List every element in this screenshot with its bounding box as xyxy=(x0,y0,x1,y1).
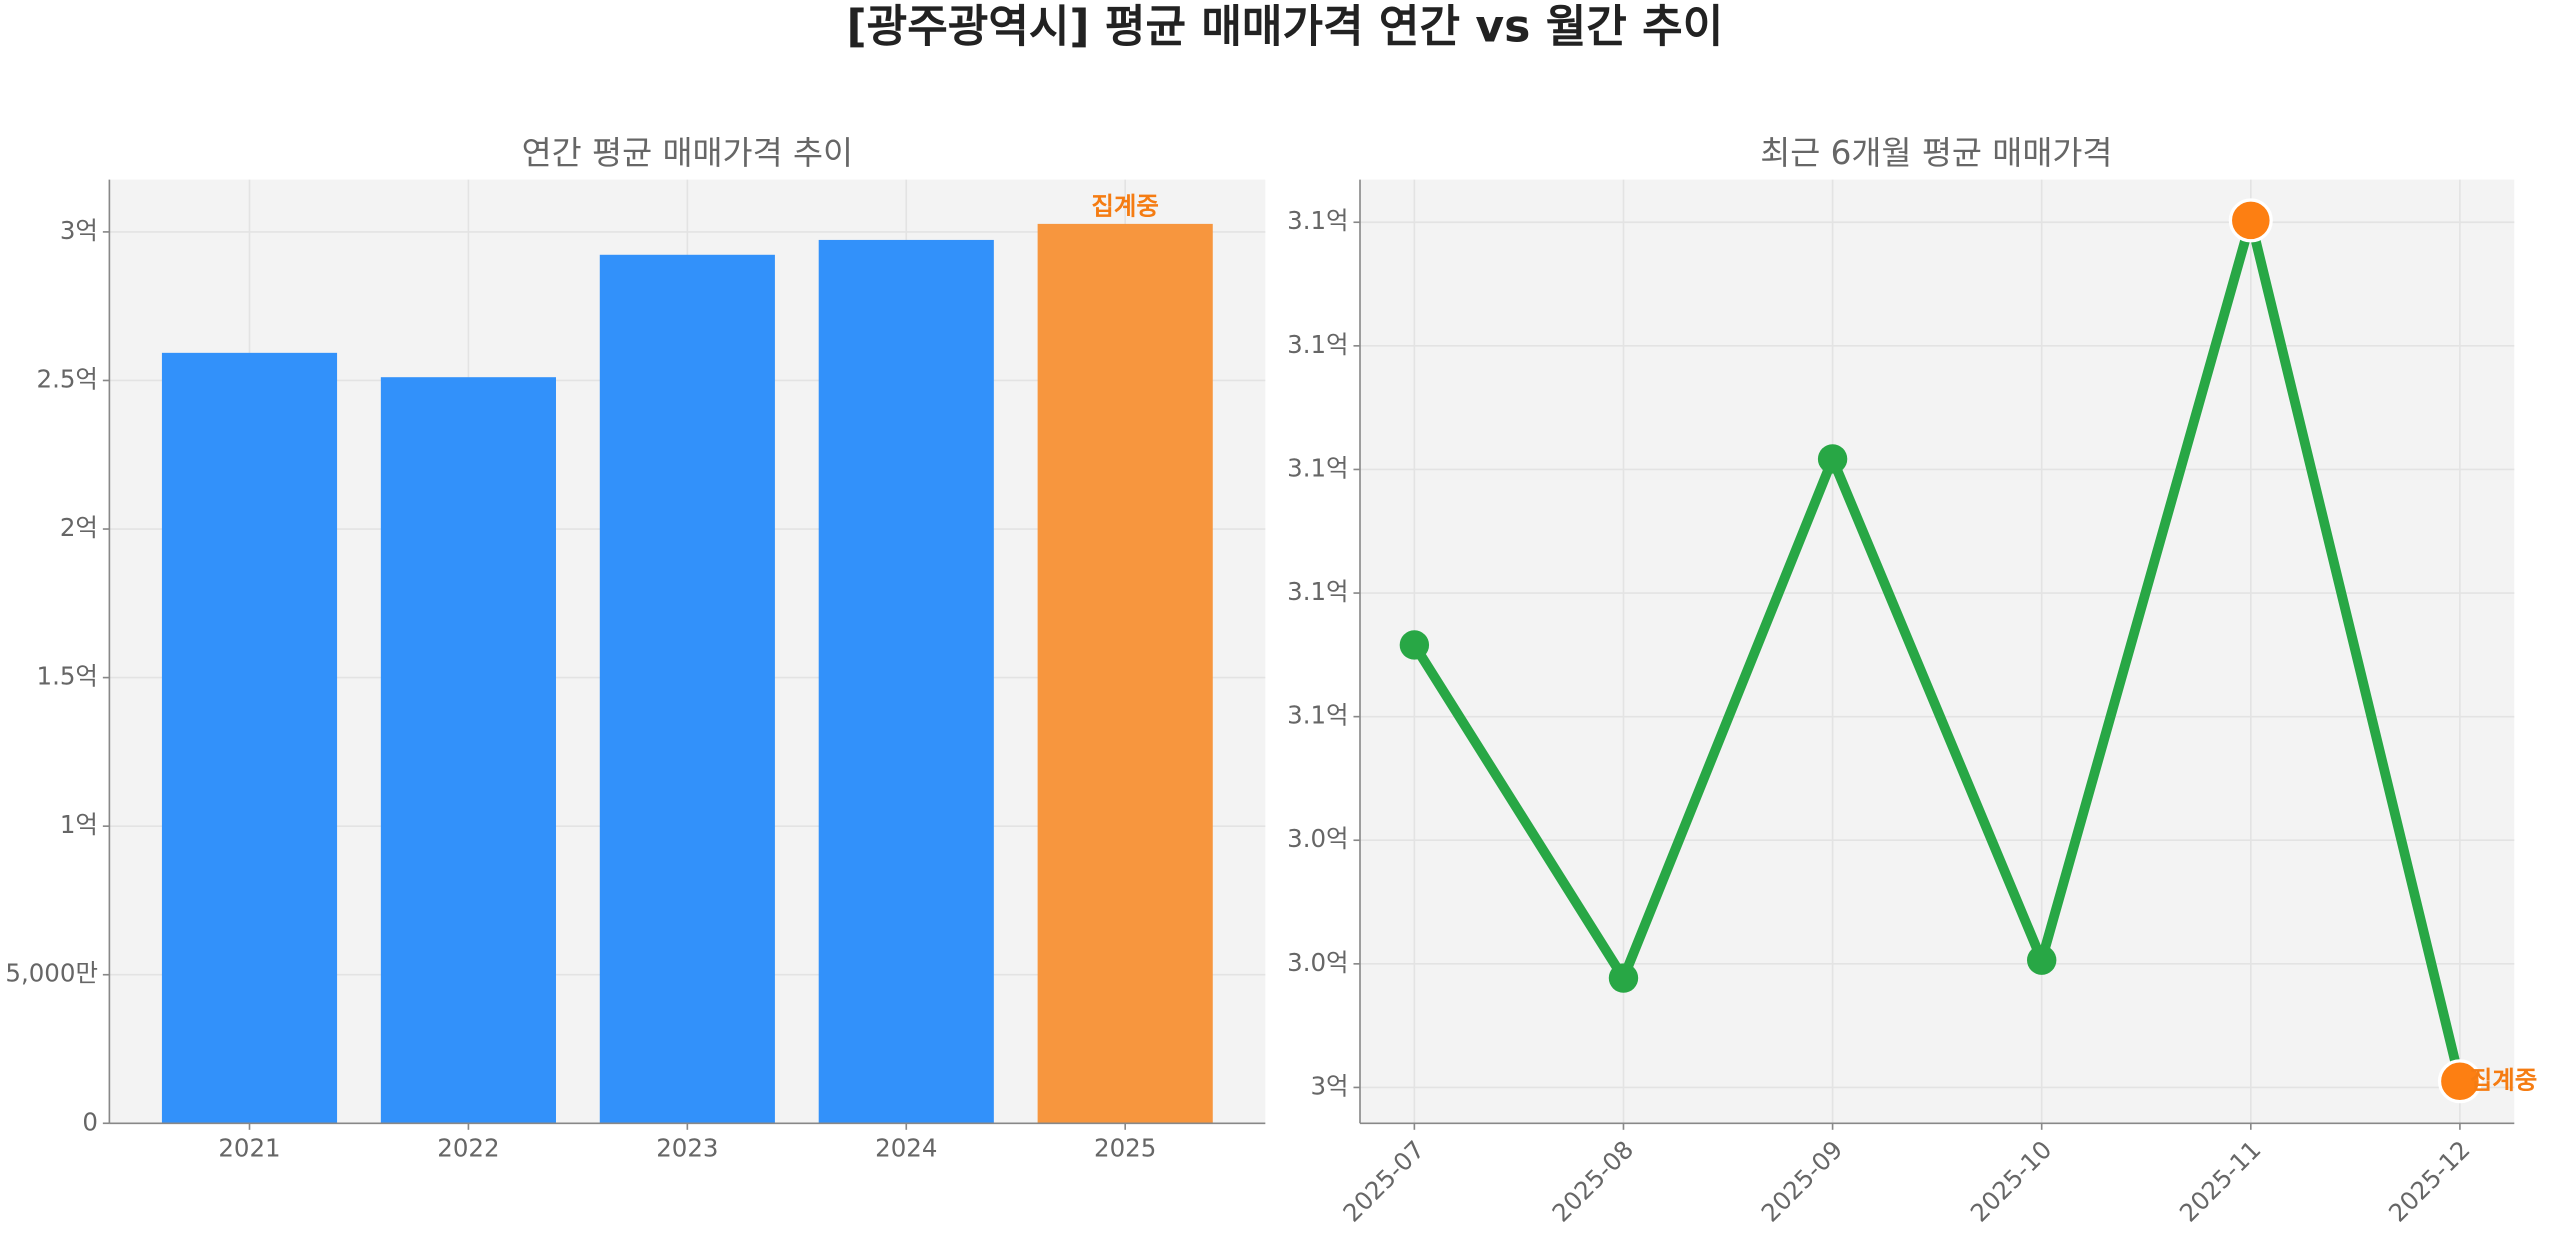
y-tick-label: 3.1억 xyxy=(1287,330,1348,359)
x-tick-label: 2025-10 xyxy=(1965,1135,2058,1228)
chart-title: 연간 평균 매매가격 추이 xyxy=(522,134,853,172)
x-tick-label: 2025-11 xyxy=(2174,1135,2267,1228)
plot-background xyxy=(1360,179,2515,1124)
point xyxy=(1817,444,1848,474)
y-tick-label: 0 xyxy=(82,1107,98,1136)
y-tick-label: 1.5억 xyxy=(37,662,98,691)
point xyxy=(2027,945,2057,975)
x-tick-label: 2022 xyxy=(437,1133,499,1162)
y-tick-label: 3.1억 xyxy=(1287,206,1348,235)
point xyxy=(1399,630,1430,660)
bar xyxy=(818,239,994,1124)
x-tick-label: 2025 xyxy=(1094,1133,1156,1162)
bar xyxy=(1037,223,1213,1124)
bar xyxy=(161,352,338,1124)
point xyxy=(2437,1059,2482,1104)
y-tick-label: 5,000만 xyxy=(5,959,98,988)
page-title: [광주광역시] 평균 매매가격 연간 vs 월간 추이 xyxy=(847,1,1724,52)
point xyxy=(2228,198,2273,243)
y-tick-label: 1억 xyxy=(60,810,98,839)
x-tick-label: 2025-09 xyxy=(1756,1135,1849,1228)
annotation: 집계중 xyxy=(2470,1065,2538,1094)
y-tick-label: 3억 xyxy=(1310,1071,1348,1100)
bar xyxy=(599,254,775,1124)
y-tick-label: 2억 xyxy=(60,513,98,542)
y-tick-label: 3.0억 xyxy=(1287,824,1348,853)
bar xyxy=(380,377,556,1124)
x-tick-label: 2025-07 xyxy=(1337,1135,1430,1228)
y-tick-label: 3.1억 xyxy=(1287,701,1348,730)
line xyxy=(1410,215,2465,1083)
annotation: 집계중 xyxy=(1091,192,1159,221)
x-tick-label: 2025-08 xyxy=(1546,1135,1639,1228)
y-tick-label: 3.1억 xyxy=(1287,453,1348,482)
y-tick-label: 3억 xyxy=(60,216,98,245)
point xyxy=(1608,963,1639,993)
x-tick-label: 2025-12 xyxy=(2383,1135,2476,1228)
y-tick-label: 3.0억 xyxy=(1287,948,1348,977)
y-tick-label: 3.1억 xyxy=(1287,577,1348,606)
x-tick-label: 2021 xyxy=(218,1133,280,1162)
y-tick-label: 2.5억 xyxy=(37,364,98,393)
x-tick-label: 2023 xyxy=(656,1133,718,1162)
x-tick-label: 2024 xyxy=(875,1133,937,1162)
chart-title: 최근 6개월 평균 매매가격 xyxy=(1760,134,2112,172)
